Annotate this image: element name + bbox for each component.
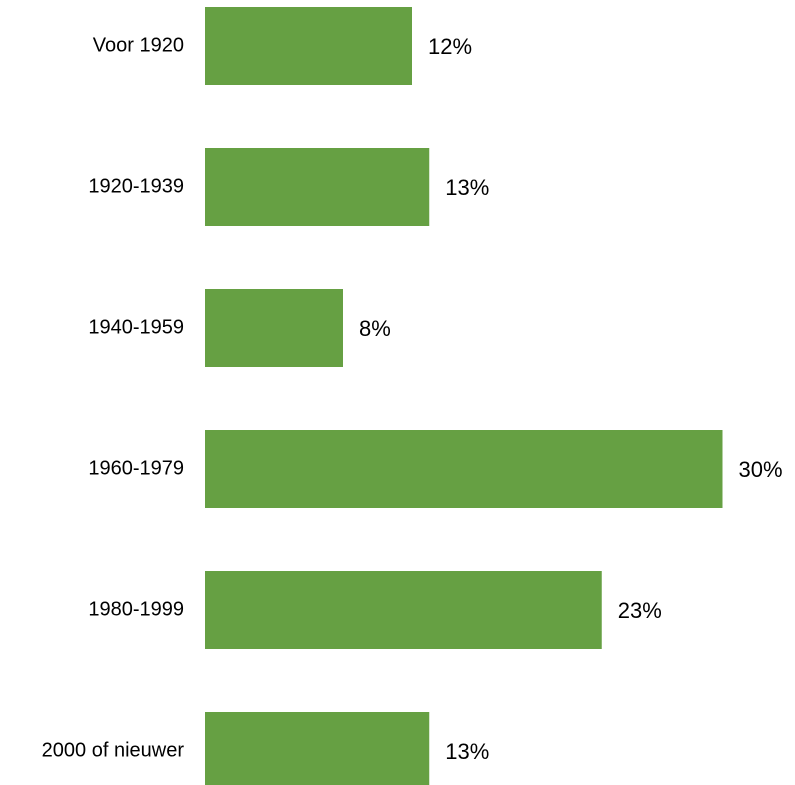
category-label: 1960-1979 bbox=[88, 457, 184, 479]
value-labels-group: 12% 13% 8% 30% 23% 13% bbox=[359, 34, 783, 764]
category-label: 1920-1939 bbox=[88, 175, 184, 197]
value-label: 30% bbox=[739, 457, 783, 482]
value-label: 8% bbox=[359, 316, 391, 341]
bar bbox=[205, 148, 430, 226]
value-label: 23% bbox=[618, 598, 662, 623]
bar bbox=[205, 7, 412, 85]
bar bbox=[205, 571, 602, 649]
value-label: 13% bbox=[445, 175, 489, 200]
category-label: 2000 of nieuwer bbox=[42, 739, 185, 761]
bars-group bbox=[205, 7, 723, 785]
category-label: 1940-1959 bbox=[88, 316, 184, 338]
bar bbox=[205, 289, 343, 367]
bar bbox=[205, 430, 723, 508]
bar bbox=[205, 712, 430, 785]
value-label: 12% bbox=[428, 34, 472, 59]
category-label: Voor 1920 bbox=[93, 34, 184, 56]
value-label: 13% bbox=[445, 739, 489, 764]
category-label: 1980-1999 bbox=[88, 598, 184, 620]
category-labels-group: Voor 1920 1920-1939 1940-1959 1960-1979 1980… bbox=[42, 34, 185, 761]
